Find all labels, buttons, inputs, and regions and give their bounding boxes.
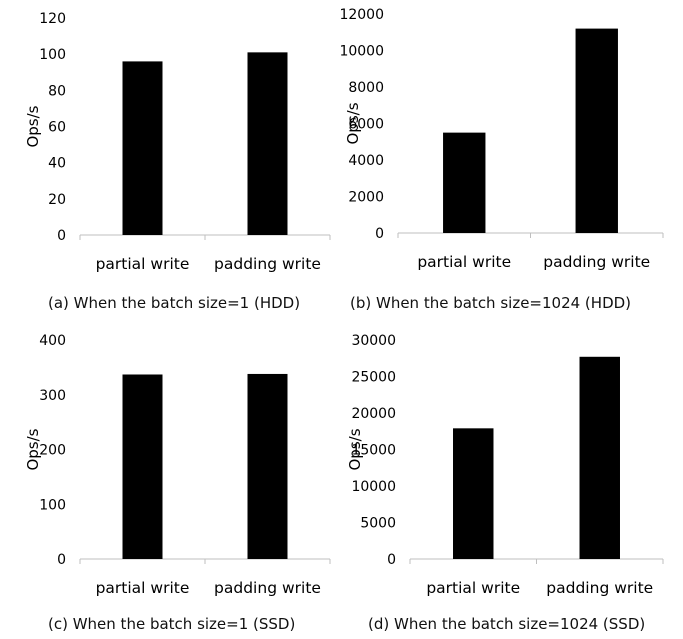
y-tick-label: 12000 <box>340 7 384 23</box>
y-tick-label: 0 <box>57 228 66 244</box>
y-tick-label: 25000 <box>351 370 396 386</box>
chart-panel-b: 0 2000 4000 6000 8000 10000 12000 Ops/s partial … <box>340 0 683 285</box>
y-axis-title: Ops/s <box>344 102 362 144</box>
y-tick-label: 40 <box>48 156 66 172</box>
y-tick-label: 0 <box>375 226 384 242</box>
y-tick-label: 20 <box>48 192 66 208</box>
bar-c-1 <box>122 374 163 559</box>
y-tick-label: 20000 <box>351 406 396 422</box>
y-tick-label: 120 <box>39 11 66 27</box>
y-tick-label: 5000 <box>360 516 396 532</box>
y-tick-label: 2000 <box>348 190 384 206</box>
bar-chart-a: 0 20 40 60 80 100 120 Ops/s partial write padding… <box>24 11 331 273</box>
y-tick-label: 0 <box>57 552 66 568</box>
y-axis-title: Ops/s <box>24 428 42 470</box>
x-tick-label: padding write <box>543 253 650 271</box>
x-tick-label: padding write <box>546 579 653 597</box>
y-tick-label: 200 <box>39 443 66 459</box>
bar-a-2 <box>247 52 288 235</box>
y-tick-label: 100 <box>39 47 66 63</box>
chart-panel-a: 0 20 40 60 80 100 120 Ops/s partial write padding… <box>0 0 340 285</box>
bar-chart-c: 0 100 200 300 400 Ops/s partial write padding w… <box>24 333 331 597</box>
y-tick-label: 30000 <box>351 333 396 349</box>
bar-c-2 <box>247 373 288 559</box>
bar-d-1 <box>453 428 494 559</box>
y-tick-label: 80 <box>48 83 66 99</box>
y-tick-label: 15000 <box>351 443 396 459</box>
y-tick-label: 4000 <box>348 153 384 169</box>
x-tick-label: padding write <box>214 579 321 597</box>
y-axis-title: Ops/s <box>346 428 364 470</box>
y-tick-label: 60 <box>48 120 66 136</box>
y-tick-label: 400 <box>39 333 66 349</box>
caption-c: (c) When the batch size=1 (SSD) <box>48 615 296 633</box>
chart-panel-c: 0 100 200 300 400 Ops/s partial write padding w… <box>0 325 340 605</box>
x-tick-label: partial write <box>426 579 520 597</box>
bar-chart-d: 0 5000 10000 15000 20000 25000 30000 Ops/s parti… <box>346 333 664 597</box>
y-axis-title: Ops/s <box>24 105 42 147</box>
x-tick-label: partial write <box>96 579 190 597</box>
y-tick-label: 6000 <box>348 117 384 133</box>
y-tick-label: 300 <box>39 388 66 404</box>
x-tick-label: padding write <box>214 255 321 273</box>
caption-b: (b) When the batch size=1024 (HDD) <box>350 294 632 312</box>
bar-a-1 <box>122 61 163 236</box>
caption-d: (d) When the batch size=1024 (SSD) <box>368 615 646 633</box>
chart-panel-d: 0 5000 10000 15000 20000 25000 30000 Ops/s parti… <box>340 325 683 605</box>
y-tick-label: 0 <box>387 552 396 568</box>
y-tick-label: 10000 <box>351 479 396 495</box>
bar-chart-b: 0 2000 4000 6000 8000 10000 12000 Ops/s partial … <box>340 7 664 271</box>
x-tick-label: partial write <box>96 255 190 273</box>
y-tick-label: 10000 <box>340 44 384 60</box>
bar-b-2 <box>575 28 618 233</box>
bar-b-1 <box>443 132 486 233</box>
bar-d-2 <box>579 356 620 559</box>
y-tick-label: 100 <box>39 497 66 513</box>
caption-a: (a) When the batch size=1 (HDD) <box>48 294 301 312</box>
y-tick-label: 8000 <box>348 80 384 96</box>
x-tick-label: partial write <box>417 253 511 271</box>
